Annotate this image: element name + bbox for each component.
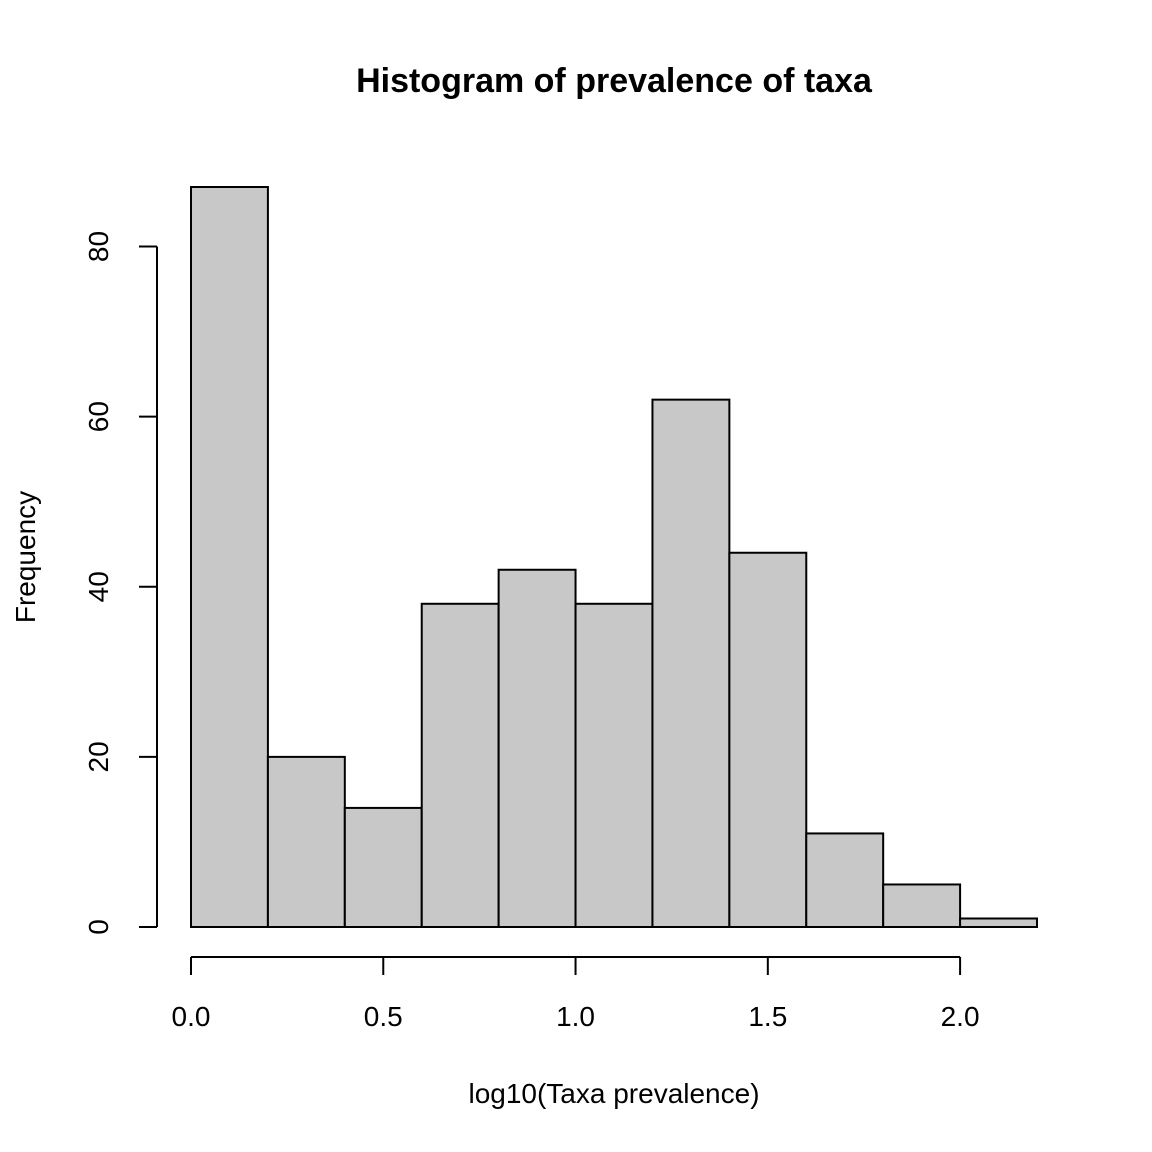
y-tick-label: 80 xyxy=(83,231,114,262)
x-tick-label: 0.5 xyxy=(364,1001,403,1032)
y-tick-label: 40 xyxy=(83,571,114,602)
histogram-bar xyxy=(266,755,346,929)
histogram-bar xyxy=(805,832,885,928)
histogram-bar xyxy=(574,602,654,928)
x-tick-label: 0.0 xyxy=(172,1001,211,1032)
bars-group xyxy=(190,186,1038,929)
y-tick-label: 20 xyxy=(83,741,114,772)
x-axis-label: log10(Taxa prevalence) xyxy=(468,1078,759,1109)
histogram-bar xyxy=(728,551,808,928)
histogram-bar xyxy=(343,806,423,929)
histogram-bar xyxy=(497,568,577,928)
histogram-bar xyxy=(420,602,500,928)
x-tick-label: 1.0 xyxy=(556,1001,595,1032)
histogram-bar xyxy=(190,186,269,928)
histogram-bar xyxy=(959,917,1038,929)
y-axis: 0 20 40 60 80 xyxy=(83,231,158,935)
x-tick-label: 1.5 xyxy=(748,1001,787,1032)
y-axis-label: Frequency xyxy=(10,491,41,623)
x-axis: 0.0 0.5 1.0 1.5 2.0 xyxy=(172,956,980,1032)
y-tick-label: 0 xyxy=(83,919,114,935)
histogram-bar xyxy=(882,883,962,928)
chart-title: Histogram of prevalence of taxa xyxy=(356,62,873,100)
histogram-bar xyxy=(651,398,731,928)
x-tick-label: 2.0 xyxy=(941,1001,980,1032)
y-tick-label: 60 xyxy=(83,401,114,432)
